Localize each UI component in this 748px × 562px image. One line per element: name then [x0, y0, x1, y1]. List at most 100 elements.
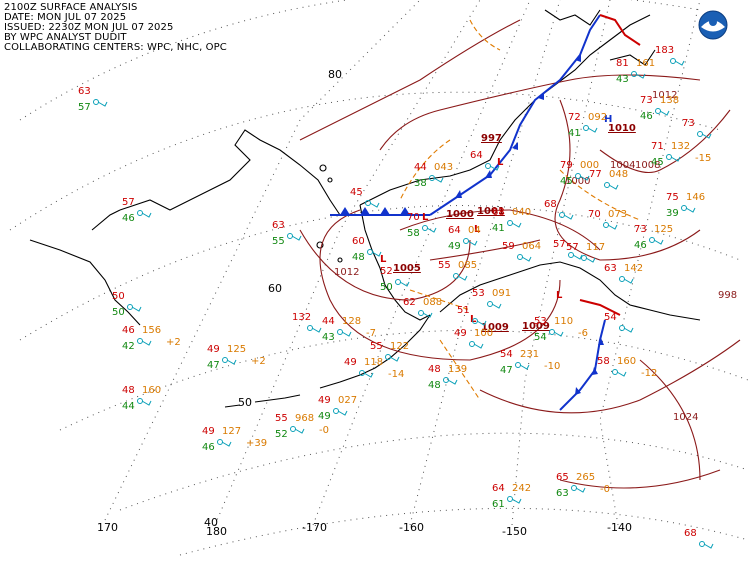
wind-barb	[311, 327, 322, 333]
station-plot: 77 048	[589, 169, 628, 190]
lon-label: -160	[399, 521, 424, 534]
station-plot: 73 46 125	[634, 224, 673, 251]
station-dewpoint: 61	[492, 499, 505, 510]
station-marker	[93, 99, 99, 105]
grid-labels: 80 60 50 40 170 180 -170 -160 -150 -140	[97, 68, 632, 538]
station-tendency: -15	[695, 153, 711, 164]
station-marker	[631, 71, 637, 77]
station-temp: 70	[407, 212, 420, 223]
station-dewpoint: 55	[272, 236, 285, 247]
pressure-center-value: 1010	[608, 123, 636, 134]
station-plot: 53 54 110 -6	[534, 316, 588, 343]
station-pressure: 091	[492, 288, 511, 299]
station-marker	[697, 131, 703, 137]
station-marker	[367, 249, 373, 255]
wind-barb	[623, 278, 634, 284]
station-marker	[307, 325, 313, 331]
station-pressure: 161	[636, 58, 655, 69]
pressure-center-symbol: H	[604, 114, 612, 125]
station-plot: 68	[684, 528, 714, 549]
station-pressure: 085	[458, 260, 477, 271]
station-dewpoint: 48	[352, 252, 365, 263]
station-dewpoint: 47	[500, 365, 513, 376]
station-plot: 53 091	[472, 288, 511, 309]
wind-barb	[294, 428, 305, 434]
station-plot: 49 46 127 +39	[202, 426, 267, 453]
pressure-center-value: 1009	[522, 321, 550, 332]
pressure-center-value: 1009	[481, 322, 509, 333]
station-pressure: 265	[576, 472, 595, 483]
station-temp: 72	[568, 112, 581, 123]
station-plot: 64	[470, 150, 500, 171]
station-temp: 63	[272, 220, 285, 231]
station-pressure: 142	[624, 263, 643, 274]
station-pressure: 127	[222, 426, 241, 437]
station-marker	[571, 485, 577, 491]
station-temp: 49	[318, 395, 331, 406]
station-temp: 63	[78, 86, 91, 97]
wind-barb	[131, 306, 142, 312]
pressure-center-value: 1001	[477, 206, 505, 217]
station-pressure: 160	[142, 385, 161, 396]
station-temp: 49	[202, 426, 215, 437]
pressure-center-value: 1005	[393, 263, 421, 274]
station-dewpoint: 46	[634, 240, 647, 251]
wind-barb	[473, 343, 484, 349]
station-pressure: 064	[522, 241, 541, 252]
wind-barb	[141, 400, 152, 406]
wind-barb	[389, 356, 400, 362]
wind-barb	[563, 214, 574, 220]
wind-barb	[467, 240, 478, 246]
station-temp: 63	[604, 263, 617, 274]
station-marker	[453, 273, 459, 279]
station-temp: 44	[322, 316, 335, 327]
station-temp: 55	[370, 341, 383, 352]
station-pressure: 073	[608, 209, 627, 220]
isobar-label: 1000	[565, 176, 590, 187]
isobar-label: 998	[718, 290, 737, 301]
isobar-label: 1008	[635, 160, 660, 171]
wind-barb	[575, 487, 586, 493]
lon-label: 170	[97, 521, 118, 534]
station-plot: 54 47 231 -10	[500, 349, 560, 376]
wind-barb	[616, 371, 627, 377]
station-pressure: 100	[474, 328, 493, 339]
station-temp: 68	[684, 528, 697, 539]
wind-barb	[363, 372, 374, 378]
station-dewpoint: 44	[122, 401, 135, 412]
station-dewpoint: 42	[122, 341, 135, 352]
station-temp: 54	[604, 312, 617, 323]
station-marker	[217, 439, 223, 445]
header: 2100Z SURFACE ANALYSIS DATE: MON JUL 07 …	[4, 3, 227, 53]
station-temp: 59	[502, 241, 515, 252]
station-plot: 75 39 146	[666, 192, 705, 219]
station-marker	[603, 222, 609, 228]
station-temp: 79	[560, 160, 573, 171]
lon-label: -170	[302, 521, 327, 534]
station-temp: 57	[553, 239, 566, 250]
pressure-center-value: 1000	[446, 209, 474, 220]
station-pressure: 092	[588, 112, 607, 123]
station-tendency: -0	[319, 425, 329, 436]
station-pressure: 118	[364, 357, 383, 368]
lat-label: 80	[328, 68, 342, 81]
lon-label: -150	[502, 525, 527, 538]
station-marker	[619, 276, 625, 282]
station-dewpoint: 41	[492, 223, 505, 234]
wind-barb	[674, 60, 685, 66]
station-marker	[670, 58, 676, 64]
station-plot: 44 43 128 -7	[322, 316, 376, 343]
station-plot: 49 49 027	[318, 395, 357, 422]
lon-label: -140	[607, 521, 632, 534]
station-dewpoint: 46	[640, 111, 653, 122]
station-pressure: 132	[671, 141, 690, 152]
station-pressure: 117	[586, 242, 605, 253]
station-pressure: 160	[617, 356, 636, 367]
station-temp: 52	[380, 266, 393, 277]
station-marker	[333, 408, 339, 414]
cold-front	[330, 14, 606, 411]
